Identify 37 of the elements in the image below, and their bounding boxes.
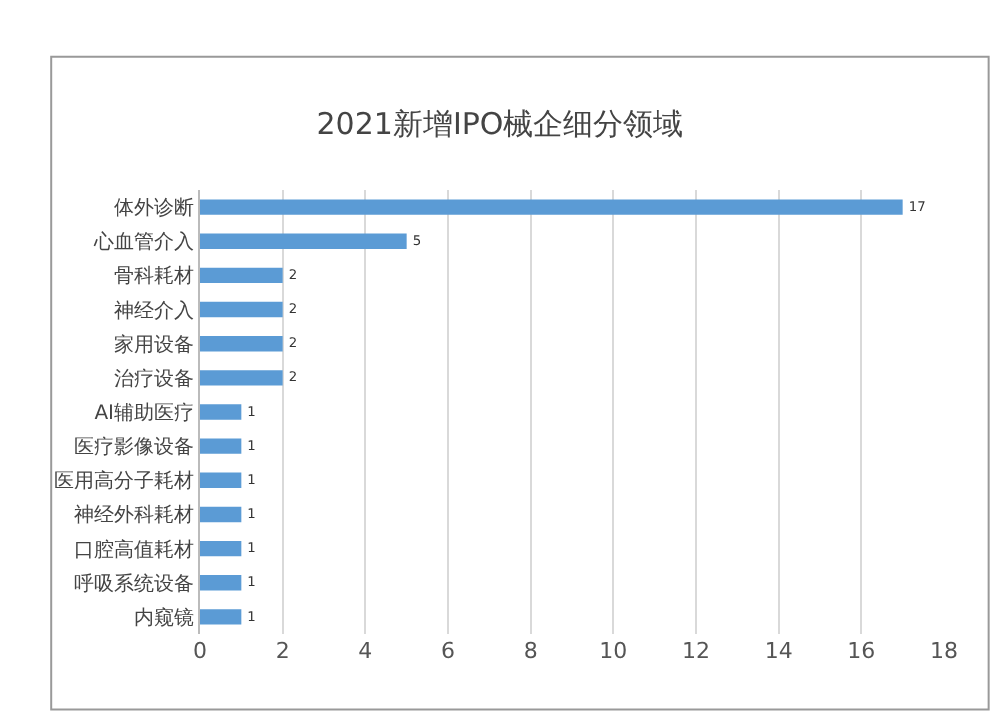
bar bbox=[200, 404, 242, 420]
y-tick-label: 呼吸系统设备 bbox=[74, 571, 194, 596]
y-tick-label: 医用高分子耗材 bbox=[54, 469, 194, 494]
bar bbox=[200, 199, 903, 215]
x-tick-label: 12 bbox=[682, 638, 710, 664]
x-tick-label: 0 bbox=[193, 638, 207, 664]
y-tick-label: AI辅助医疗 bbox=[94, 401, 194, 425]
x-tick-label: 16 bbox=[847, 638, 876, 664]
bar bbox=[200, 370, 283, 386]
y-tick-label: 神经外科耗材 bbox=[74, 503, 194, 528]
x-tick-label: 2 bbox=[275, 638, 290, 664]
bar bbox=[200, 301, 283, 318]
x-tick-label: 14 bbox=[764, 638, 793, 664]
bar bbox=[200, 233, 407, 249]
bar bbox=[200, 438, 242, 454]
y-tick-label: 体外诊断 bbox=[114, 196, 194, 221]
y-tick-label: 骨科耗材 bbox=[114, 264, 194, 289]
bar bbox=[200, 575, 242, 591]
bar bbox=[200, 609, 242, 625]
x-tick-label: 10 bbox=[599, 638, 628, 664]
x-tick-label: 18 bbox=[930, 638, 958, 664]
y-tick-label: 治疗设备 bbox=[114, 366, 194, 391]
x-tick-label: 4 bbox=[358, 638, 373, 664]
x-tick-label: 6 bbox=[441, 638, 455, 664]
y-tick-label: 内窥镜 bbox=[134, 605, 194, 630]
bar bbox=[200, 540, 242, 557]
x-tick-label: 8 bbox=[523, 638, 538, 664]
chart-title: 2021新增IPO械企细分领域 bbox=[316, 105, 684, 142]
bar bbox=[200, 506, 242, 523]
y-tick-label: 医疗影像设备 bbox=[74, 435, 194, 460]
y-tick-label: 神经介入 bbox=[114, 298, 194, 323]
y-tick-label: 口腔高值耗材 bbox=[74, 537, 194, 562]
bar bbox=[200, 472, 242, 488]
y-tick-label: 心血管介入 bbox=[92, 230, 194, 255]
bar bbox=[200, 267, 283, 284]
y-tick-label: 家用设备 bbox=[114, 332, 194, 357]
bar bbox=[200, 336, 283, 352]
